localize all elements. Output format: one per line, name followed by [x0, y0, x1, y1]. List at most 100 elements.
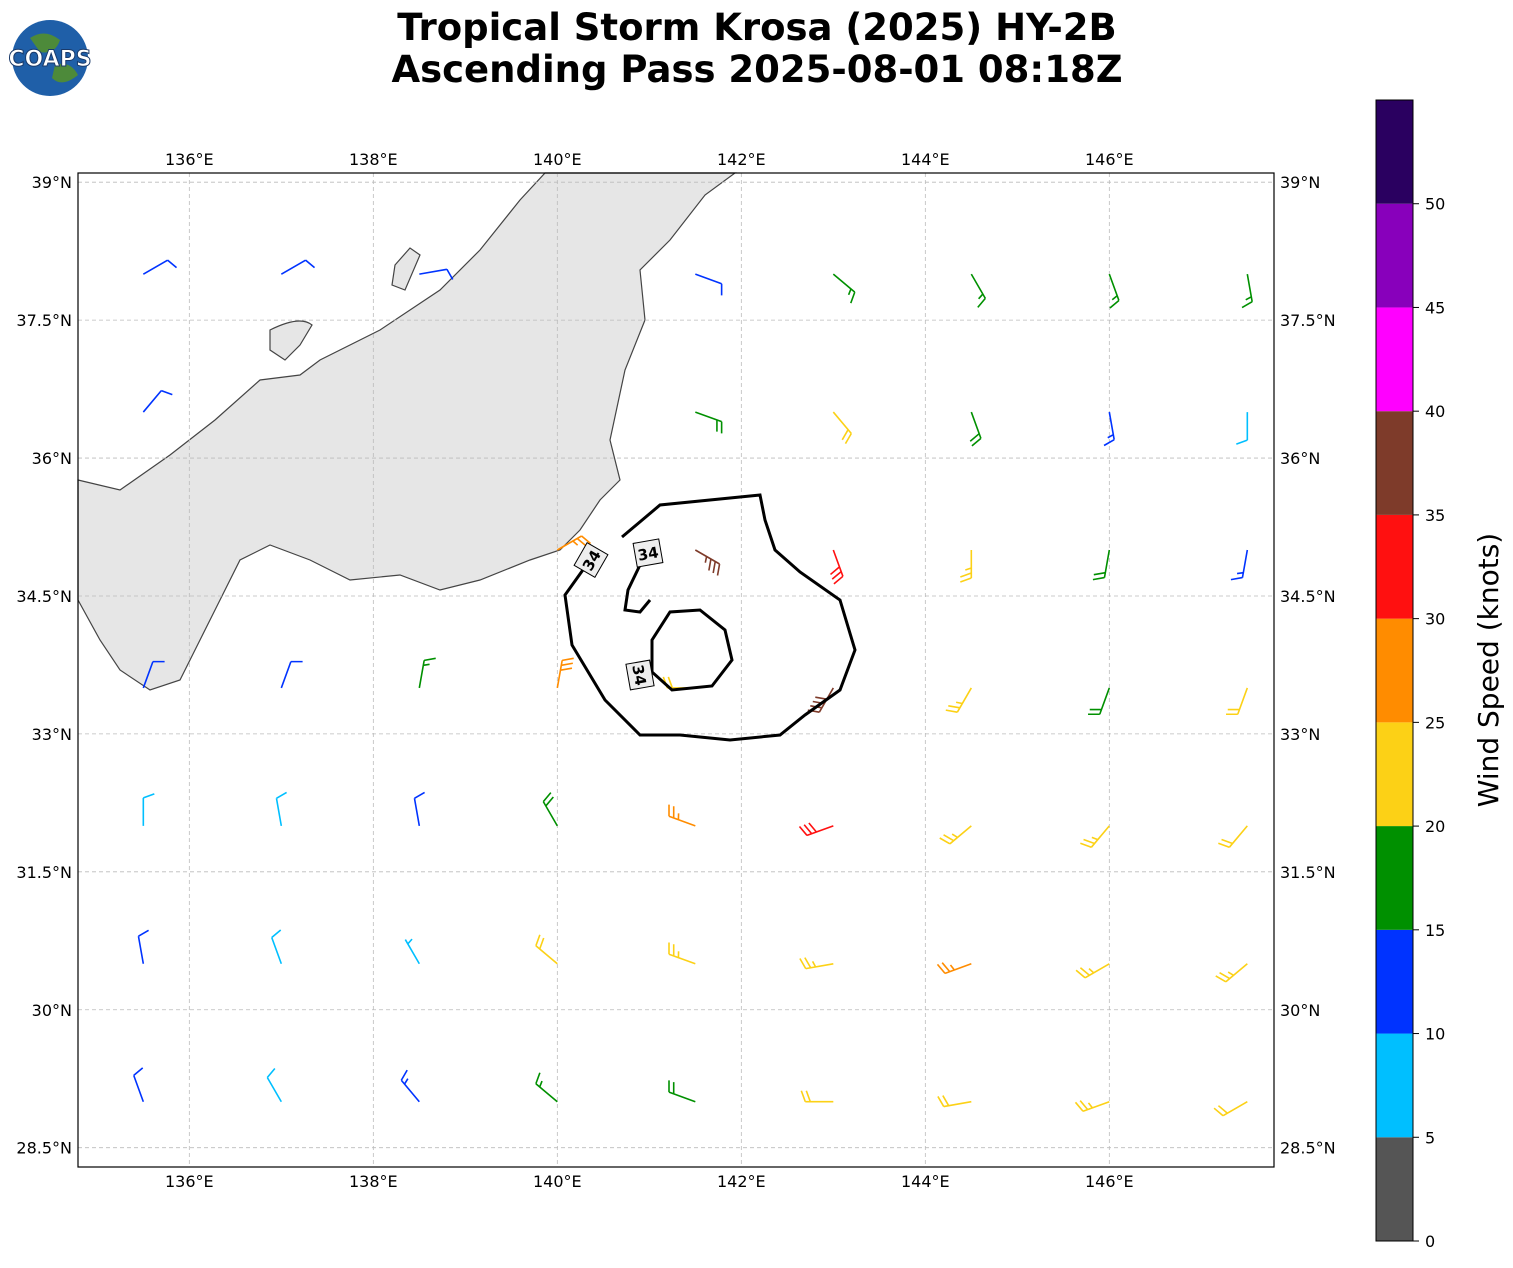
wind-barb — [1241, 274, 1253, 309]
colorbar-tick-label: 30 — [1425, 610, 1445, 629]
lat-tick-label: 28.5°N — [1280, 1139, 1336, 1158]
wind-barb — [1080, 825, 1110, 849]
wind-barb — [694, 549, 721, 576]
map-background — [78, 173, 1274, 1167]
map-frame — [77, 172, 1275, 1168]
logo-text: COAPS — [8, 47, 91, 72]
contour-34: 34 34 34 — [563, 493, 857, 742]
lat-tick-label: 33°N — [1280, 725, 1320, 744]
coastline — [269, 320, 313, 361]
wind-barb — [418, 657, 436, 689]
wind-barb — [556, 535, 592, 551]
lon-tick-label: 138°E — [349, 1172, 398, 1191]
coastline — [77, 172, 737, 691]
wind-barb — [969, 411, 982, 447]
colorbar-tick-label: 25 — [1425, 713, 1445, 732]
wind-barb — [1088, 687, 1111, 716]
wind-barb — [668, 942, 696, 965]
wind-barb — [668, 804, 696, 827]
wind-barb — [142, 259, 178, 275]
wind-barb — [556, 657, 574, 689]
wind-barb — [142, 793, 155, 826]
colorbar-band — [1376, 100, 1413, 204]
colorbar-tick-label: 35 — [1425, 506, 1445, 525]
wind-barb — [945, 687, 973, 713]
colorbar-tick-label: 45 — [1425, 298, 1445, 317]
lat-tick-label: 39°N — [32, 173, 72, 192]
lat-tick-label: 28.5°N — [16, 1139, 72, 1158]
colorbar-band — [1376, 514, 1413, 619]
contour-line — [563, 493, 857, 742]
wind-barb — [832, 411, 853, 445]
grid — [78, 173, 1274, 1167]
colorbar-tick-label: 20 — [1425, 817, 1445, 836]
wind-barb — [280, 660, 303, 689]
lat-tick-label: 36°N — [32, 449, 72, 468]
wind-barb — [400, 1069, 420, 1103]
wind-barb — [142, 389, 173, 413]
lon-tick-label: 144°E — [901, 1172, 950, 1191]
lon-tick-label: 144°E — [901, 150, 950, 169]
wind-barb — [419, 268, 454, 280]
colorbar-band — [1376, 411, 1413, 515]
wind-barb — [1108, 273, 1120, 309]
colorbar-band — [1376, 722, 1413, 827]
lon-tick-label: 142°E — [717, 1172, 766, 1191]
contour-label: 34 — [628, 663, 649, 687]
wind-barb — [1213, 1101, 1248, 1117]
lon-tick-label: 146°E — [1085, 1172, 1134, 1191]
wind-barb — [936, 962, 972, 975]
lon-tick-label: 140°E — [533, 150, 582, 169]
colorbar-band — [1376, 307, 1413, 412]
lat-tick-label: 30°N — [32, 1001, 72, 1020]
wind-barb — [142, 660, 165, 689]
contour-label: 34 — [636, 543, 660, 564]
wind-barbs — [132, 259, 1253, 1117]
wind-barb — [542, 792, 559, 827]
logo-land — [30, 33, 78, 83]
wind-barb — [1215, 963, 1248, 983]
colorbar-band — [1376, 203, 1413, 308]
lon-tick-label: 142°E — [717, 150, 766, 169]
wind-barb — [800, 1090, 834, 1103]
wind-barb — [695, 411, 723, 434]
wind-barb — [1230, 549, 1249, 581]
colorbar-band — [1376, 826, 1413, 930]
colorbar-tick-label: 15 — [1425, 921, 1445, 940]
wind-barb — [1075, 963, 1110, 979]
wind-barb — [1226, 687, 1249, 716]
colorbar-band — [1376, 1137, 1413, 1241]
wind-barb — [960, 550, 973, 583]
wind-barb — [832, 273, 856, 304]
lon-tick-label: 146°E — [1085, 150, 1134, 169]
colorbar-band — [1376, 618, 1413, 723]
wind-barb — [270, 929, 283, 965]
lat-tick-label: 31.5°N — [16, 863, 72, 882]
lon-tick-label: 136°E — [165, 150, 214, 169]
lat-tick-label: 33°N — [32, 725, 72, 744]
lat-tick-label: 30°N — [1280, 1001, 1320, 1020]
wind-barb — [799, 957, 834, 970]
colorbar-band — [1376, 1033, 1413, 1138]
colorbar-tick-label: 10 — [1425, 1025, 1445, 1044]
wind-barb — [280, 259, 316, 275]
wind-barb — [1218, 825, 1248, 849]
colorbar-tick-label: 40 — [1425, 402, 1445, 421]
map-area — [77, 172, 1274, 1167]
title: Tropical Storm Krosa (2025) HY-2B — [397, 6, 1116, 49]
contour-label-box — [573, 542, 609, 578]
lat-tick-label: 31.5°N — [1280, 863, 1336, 882]
colorbar-tick-label: 5 — [1425, 1128, 1435, 1147]
wind-barb — [798, 822, 834, 837]
lat-tick-label: 34.5°N — [1280, 587, 1336, 606]
lat-tick-label: 37.5°N — [1280, 311, 1336, 330]
wind-barb — [535, 934, 558, 965]
contour-line — [623, 564, 652, 614]
colorbar-band — [1376, 929, 1413, 1034]
wind-barb — [132, 1067, 145, 1102]
colorbar-tick-label: 50 — [1425, 195, 1445, 214]
lon-tick-label: 138°E — [349, 150, 398, 169]
wind-barb — [1074, 1100, 1110, 1113]
wind-barb — [695, 273, 723, 296]
